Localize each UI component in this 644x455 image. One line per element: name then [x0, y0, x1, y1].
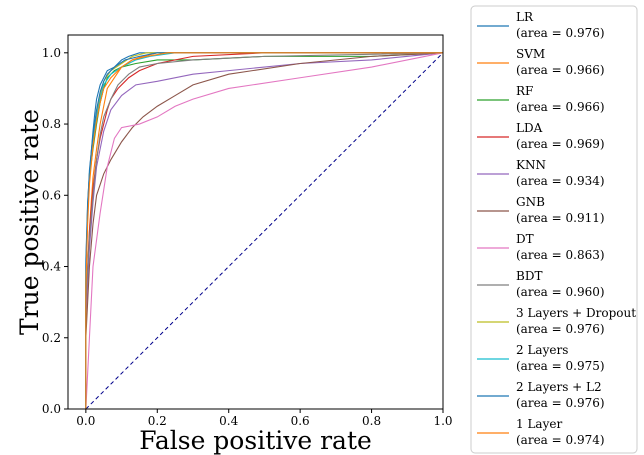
legend-name-5: KNN — [516, 158, 546, 172]
legend-area-11: (area = 0.976) — [516, 396, 605, 410]
legend-name-11: 2 Layers + L2 — [516, 380, 602, 394]
series-line-5 — [85, 52, 444, 409]
legend-frame — [470, 5, 638, 454]
legend-name-2: SVM — [516, 47, 545, 61]
y-tick-label-3: 0.6 — [42, 188, 61, 202]
y-tick-label-1: 0.2 — [42, 331, 61, 345]
series-line-6 — [85, 52, 444, 409]
legend-name-1: LR — [516, 10, 534, 24]
legend-area-6: (area = 0.911) — [516, 211, 605, 225]
axes-group: 0.0 0.2 0.4 0.6 0.8 1.0 0.0 0.2 0.4 0.6 0.8 1.0 — [42, 34, 453, 428]
legend-area-7: (area = 0.863) — [516, 248, 605, 262]
legend-name-4: LDA — [516, 121, 543, 135]
y-tick-label-5: 1.0 — [42, 46, 61, 60]
axes-frame — [67, 34, 444, 410]
legend-name-8: BDT — [516, 269, 542, 283]
legend-name-9: 3 Layers + Dropout — [516, 306, 636, 320]
legend-area-8: (area = 0.960) — [516, 285, 605, 299]
x-tick-label-5: 1.0 — [433, 414, 452, 428]
legend-area-10: (area = 0.975) — [516, 359, 605, 373]
plot-area — [68, 35, 443, 409]
x-axis-label: False positive rate — [139, 426, 372, 455]
legend-name-7: DT — [516, 232, 534, 246]
y-tick-label-0: 0.0 — [42, 402, 61, 416]
legend-name-3: RF — [516, 84, 533, 98]
chance-line — [85, 52, 444, 410]
plot-background — [68, 35, 443, 409]
legend-area-12: (area = 0.974) — [516, 433, 605, 447]
legend-name-6: GNB — [516, 195, 545, 209]
x-tick-label-0: 0.0 — [76, 414, 95, 428]
y-tick-label-4: 0.8 — [42, 117, 61, 131]
series-line-8 — [85, 52, 444, 409]
x-tick-label-4: 0.8 — [362, 414, 381, 428]
series-line-12 — [85, 52, 443, 409]
legend-area-5: (area = 0.934) — [516, 174, 605, 188]
x-tick-label-1: 0.2 — [148, 414, 167, 428]
series-line-7 — [85, 52, 444, 410]
y-tick-label-2: 0.4 — [42, 260, 61, 274]
legend-area-3: (area = 0.966) — [516, 100, 605, 114]
legend-area-2: (area = 0.966) — [516, 63, 605, 77]
x-tick-label-2: 0.4 — [219, 414, 238, 428]
legend-name-12: 1 Layer — [516, 417, 562, 431]
x-tick-label-3: 0.6 — [291, 414, 310, 428]
legend-name-10: 2 Layers — [516, 343, 568, 357]
series-line-11 — [85, 52, 443, 409]
y-axis-label: True positive rate — [15, 109, 44, 335]
legend-area-4: (area = 0.969) — [516, 137, 605, 151]
series-group — [85, 52, 444, 410]
legend-area-1: (area = 0.976) — [516, 26, 605, 40]
legend-area-9: (area = 0.976) — [516, 322, 605, 336]
legend: LR (area = 0.976) SVM (area = 0.966) RF (area… — [470, 5, 638, 454]
